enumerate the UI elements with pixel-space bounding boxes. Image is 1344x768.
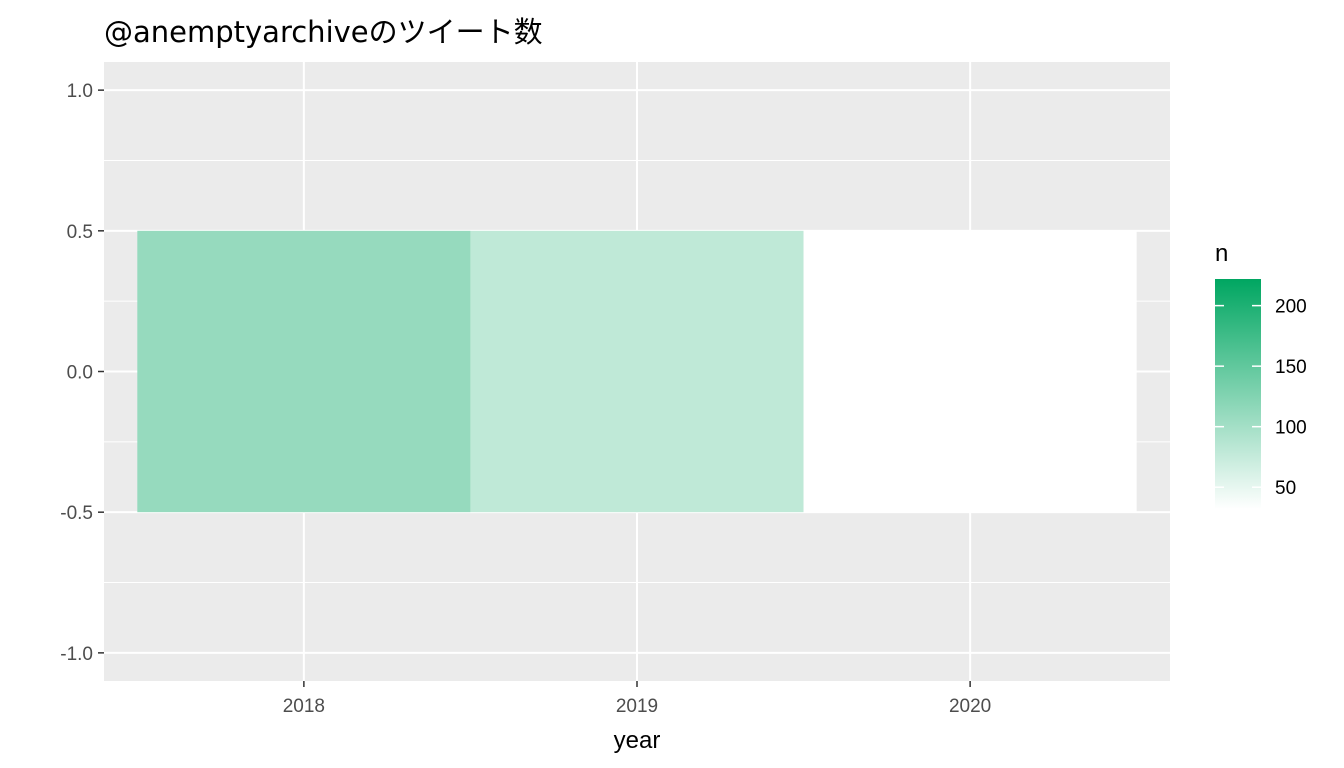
y-tick-label: -1.0 bbox=[60, 644, 93, 665]
x-tick-label: 2019 bbox=[616, 696, 658, 717]
x-axis-title: year bbox=[614, 727, 661, 754]
color-legend: n 200 150 100 50 bbox=[1215, 240, 1307, 509]
legend-break-label: 200 bbox=[1275, 297, 1307, 318]
legend-colorbar bbox=[1215, 279, 1261, 509]
legend-title: n bbox=[1215, 240, 1228, 267]
x-axis: 2018 2019 2020 bbox=[283, 681, 991, 717]
legend-break-label: 150 bbox=[1275, 357, 1307, 378]
y-axis: 1.0 0.5 0.0 -0.5 -1.0 bbox=[60, 81, 104, 665]
legend-break-label: 50 bbox=[1275, 478, 1296, 499]
legend-break-label: 100 bbox=[1275, 418, 1307, 439]
legend-ticks: 200 150 100 50 bbox=[1215, 297, 1307, 499]
x-tick-label: 2018 bbox=[283, 696, 325, 717]
heatmap-tiles bbox=[137, 230, 1137, 513]
y-tick-label: -0.5 bbox=[60, 503, 93, 524]
tile-2018 bbox=[137, 230, 471, 513]
chart-title: @anemptyarchiveのツイート数 bbox=[104, 15, 543, 49]
x-tick-label: 2020 bbox=[949, 696, 991, 717]
y-tick-label: 0.5 bbox=[67, 222, 93, 243]
tile-2019 bbox=[470, 230, 804, 513]
tile-2020 bbox=[803, 230, 1137, 513]
y-tick-label: 0.0 bbox=[67, 363, 93, 384]
y-tick-label: 1.0 bbox=[67, 81, 93, 102]
